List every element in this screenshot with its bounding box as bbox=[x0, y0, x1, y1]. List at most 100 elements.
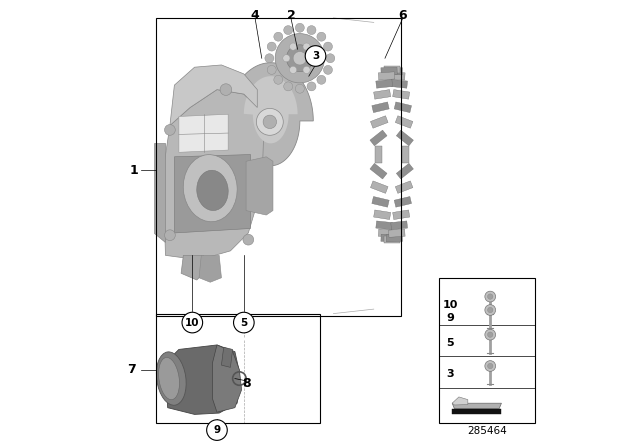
Circle shape bbox=[307, 26, 316, 34]
Circle shape bbox=[326, 54, 335, 63]
Text: 285464: 285464 bbox=[467, 426, 507, 436]
Circle shape bbox=[488, 307, 493, 313]
Polygon shape bbox=[378, 72, 395, 80]
Circle shape bbox=[274, 75, 283, 84]
Text: 8: 8 bbox=[242, 376, 250, 390]
Ellipse shape bbox=[156, 352, 186, 405]
Circle shape bbox=[323, 65, 332, 74]
Polygon shape bbox=[388, 229, 405, 237]
Polygon shape bbox=[381, 234, 397, 242]
Text: 9: 9 bbox=[446, 313, 454, 323]
Polygon shape bbox=[374, 146, 382, 163]
Circle shape bbox=[268, 42, 276, 51]
Polygon shape bbox=[370, 164, 387, 179]
Text: 10: 10 bbox=[442, 300, 458, 310]
Text: 5: 5 bbox=[446, 338, 454, 348]
Polygon shape bbox=[199, 255, 221, 282]
Circle shape bbox=[263, 115, 276, 129]
Polygon shape bbox=[371, 181, 388, 194]
Circle shape bbox=[265, 54, 274, 63]
Circle shape bbox=[164, 125, 175, 135]
Circle shape bbox=[488, 294, 493, 299]
Circle shape bbox=[488, 363, 493, 369]
Polygon shape bbox=[396, 181, 413, 194]
Ellipse shape bbox=[159, 358, 179, 400]
Text: 1: 1 bbox=[130, 164, 138, 177]
Circle shape bbox=[234, 312, 254, 333]
Polygon shape bbox=[246, 157, 273, 215]
Circle shape bbox=[207, 420, 227, 440]
Circle shape bbox=[257, 108, 284, 135]
Polygon shape bbox=[374, 90, 390, 99]
Polygon shape bbox=[391, 221, 408, 230]
Bar bbox=[439, 278, 535, 423]
Circle shape bbox=[284, 26, 292, 34]
Text: 6: 6 bbox=[399, 9, 407, 22]
Text: 4: 4 bbox=[251, 9, 259, 22]
Circle shape bbox=[293, 52, 307, 65]
Polygon shape bbox=[452, 397, 468, 405]
Polygon shape bbox=[244, 76, 298, 143]
Polygon shape bbox=[452, 403, 502, 409]
Circle shape bbox=[488, 332, 493, 337]
Text: 2: 2 bbox=[287, 9, 295, 22]
Circle shape bbox=[305, 46, 326, 66]
Polygon shape bbox=[179, 114, 228, 152]
Polygon shape bbox=[154, 143, 165, 242]
Polygon shape bbox=[393, 210, 410, 220]
Circle shape bbox=[283, 55, 290, 62]
Circle shape bbox=[485, 329, 495, 340]
Polygon shape bbox=[221, 347, 232, 367]
Circle shape bbox=[268, 65, 276, 74]
Polygon shape bbox=[393, 90, 410, 99]
Polygon shape bbox=[401, 146, 409, 163]
Text: 3: 3 bbox=[446, 369, 454, 379]
Circle shape bbox=[317, 32, 326, 41]
Circle shape bbox=[287, 45, 314, 72]
Polygon shape bbox=[228, 63, 314, 166]
Text: 10: 10 bbox=[185, 318, 200, 327]
Text: 9: 9 bbox=[213, 425, 221, 435]
Circle shape bbox=[485, 305, 495, 315]
Ellipse shape bbox=[183, 155, 237, 222]
Polygon shape bbox=[165, 345, 239, 414]
Circle shape bbox=[303, 43, 310, 50]
Ellipse shape bbox=[196, 170, 228, 211]
Circle shape bbox=[310, 55, 317, 62]
Polygon shape bbox=[163, 90, 264, 260]
Polygon shape bbox=[181, 255, 204, 280]
Polygon shape bbox=[372, 197, 389, 207]
Polygon shape bbox=[170, 65, 257, 125]
Polygon shape bbox=[174, 155, 250, 233]
Polygon shape bbox=[386, 67, 403, 75]
Circle shape bbox=[485, 291, 495, 302]
Polygon shape bbox=[396, 116, 413, 128]
Polygon shape bbox=[376, 79, 392, 88]
Circle shape bbox=[274, 32, 283, 41]
Polygon shape bbox=[383, 236, 400, 243]
Polygon shape bbox=[386, 234, 403, 242]
Polygon shape bbox=[394, 102, 412, 112]
Circle shape bbox=[275, 34, 324, 83]
Polygon shape bbox=[396, 130, 413, 146]
Circle shape bbox=[284, 82, 292, 91]
Polygon shape bbox=[376, 221, 392, 230]
Circle shape bbox=[164, 230, 175, 241]
Polygon shape bbox=[391, 79, 408, 88]
Circle shape bbox=[289, 43, 297, 50]
Polygon shape bbox=[383, 66, 400, 73]
Circle shape bbox=[220, 84, 232, 95]
Circle shape bbox=[317, 75, 326, 84]
Polygon shape bbox=[381, 67, 397, 75]
Circle shape bbox=[295, 84, 305, 93]
Polygon shape bbox=[396, 164, 413, 179]
Polygon shape bbox=[374, 210, 390, 220]
Circle shape bbox=[289, 66, 297, 73]
Text: 3: 3 bbox=[312, 51, 319, 61]
Circle shape bbox=[485, 361, 495, 371]
Text: 7: 7 bbox=[127, 363, 136, 376]
Circle shape bbox=[243, 234, 253, 245]
Polygon shape bbox=[388, 72, 405, 80]
Circle shape bbox=[323, 42, 332, 51]
Bar bbox=[156, 18, 401, 316]
